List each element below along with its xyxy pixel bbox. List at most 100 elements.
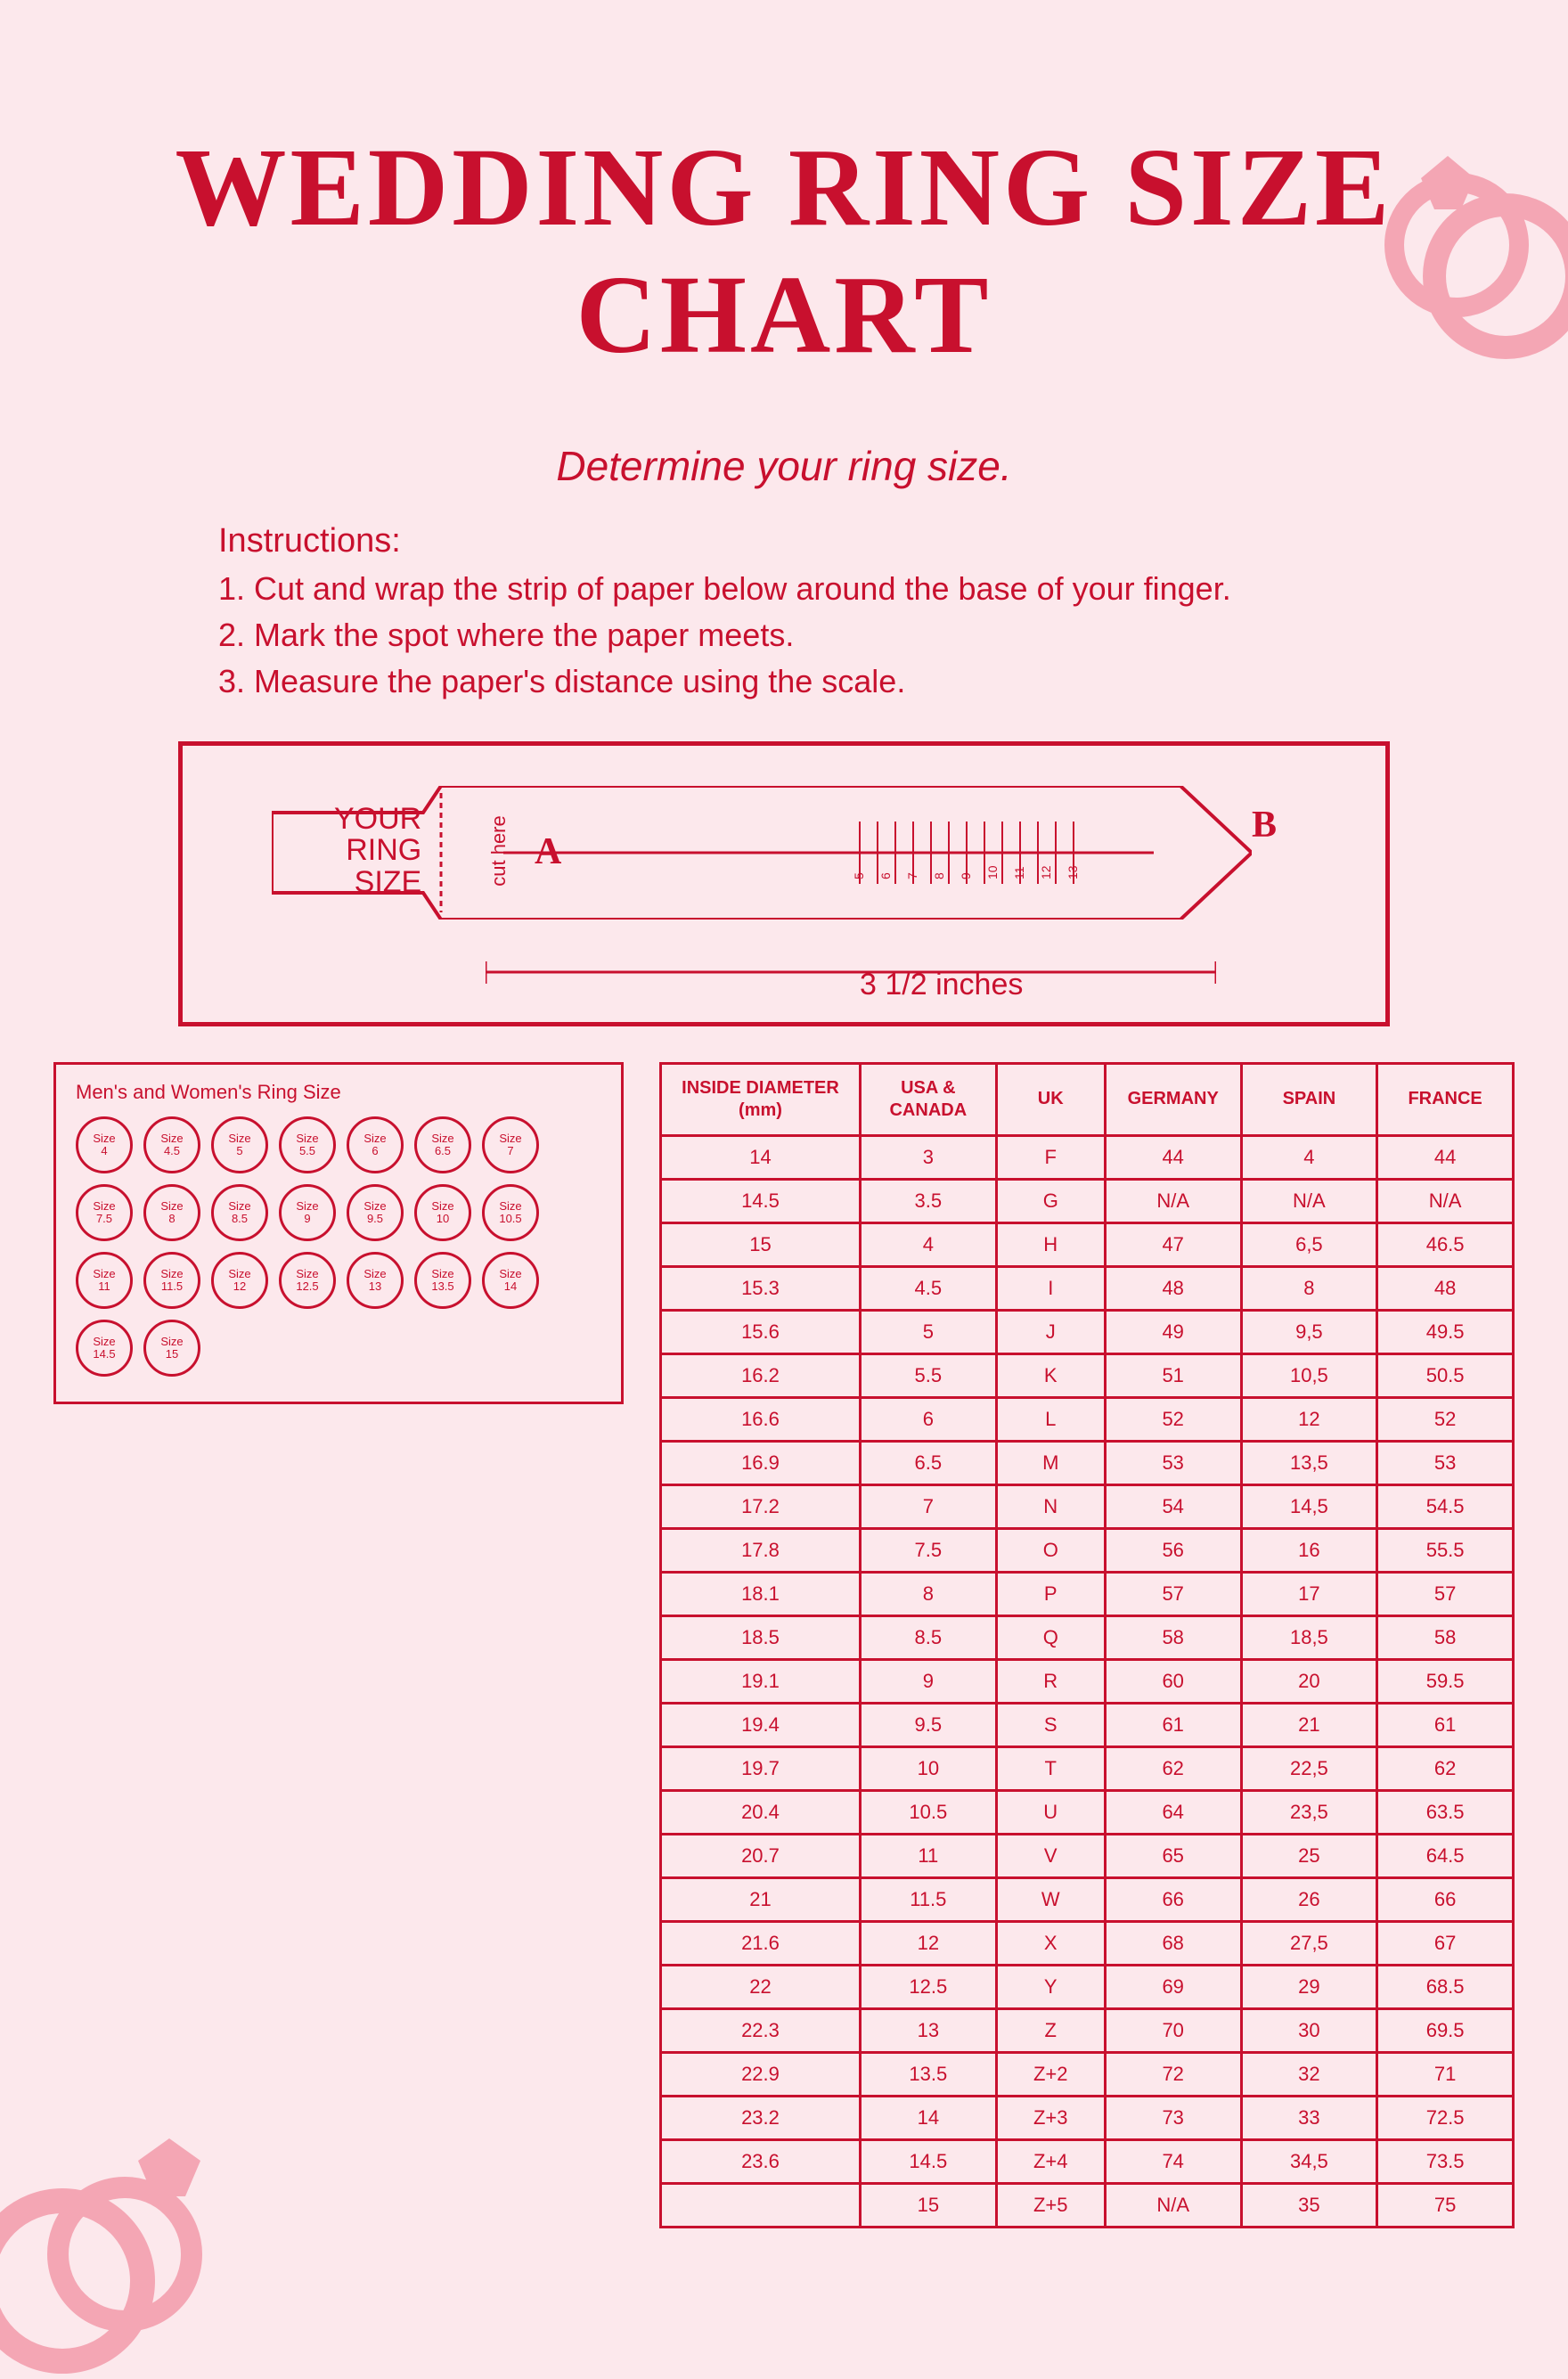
table-cell: 15.6	[661, 1310, 861, 1353]
table-cell: 15.3	[661, 1266, 861, 1310]
table-cell	[661, 2183, 861, 2227]
table-cell: 22	[661, 1965, 861, 2008]
table-cell: 47	[1105, 1222, 1241, 1266]
ruler-your-ring-size-label: YOUR RING SIZE	[334, 804, 421, 899]
ring-size-circle: Size13.5	[414, 1252, 471, 1309]
table-row: 18.58.5Q5818,558	[661, 1615, 1514, 1659]
table-row: 22.313Z703069.5	[661, 2008, 1514, 2052]
table-cell: 16.2	[661, 1353, 861, 1397]
table-cell: 60	[1105, 1659, 1241, 1703]
table-cell: 44	[1377, 1135, 1514, 1179]
ring-size-circle: Size10.5	[482, 1184, 539, 1241]
table-cell: 54.5	[1377, 1484, 1514, 1528]
ring-size-circle: Size12	[211, 1252, 268, 1309]
table-row: 154H476,546.5	[661, 1222, 1514, 1266]
table-cell: N	[996, 1484, 1105, 1528]
ring-size-circle: Size10	[414, 1184, 471, 1241]
table-cell: 14,5	[1241, 1484, 1377, 1528]
table-cell: 57	[1377, 1572, 1514, 1615]
table-cell: X	[996, 1921, 1105, 1965]
table-cell: 17	[1241, 1572, 1377, 1615]
table-cell: 70	[1105, 2008, 1241, 2052]
table-row: 18.18P571757	[661, 1572, 1514, 1615]
table-cell: 22,5	[1241, 1746, 1377, 1790]
ring-size-circle: Size4	[76, 1116, 133, 1173]
table-cell: N/A	[1241, 1179, 1377, 1222]
table-cell: 46.5	[1377, 1222, 1514, 1266]
table-cell: 10.5	[860, 1790, 996, 1834]
table-row: 21.612X6827,567	[661, 1921, 1514, 1965]
table-cell: N/A	[1105, 2183, 1241, 2227]
table-cell: 49	[1105, 1310, 1241, 1353]
table-cell: Z+3	[996, 2096, 1105, 2139]
svg-text:7: 7	[905, 872, 919, 879]
table-cell: 72.5	[1377, 2096, 1514, 2139]
table-cell: 55.5	[1377, 1528, 1514, 1572]
table-cell: 73.5	[1377, 2139, 1514, 2183]
table-cell: 10	[860, 1746, 996, 1790]
table-cell: 21.6	[661, 1921, 861, 1965]
ring-size-circle: Size6.5	[414, 1116, 471, 1173]
scale-bracket	[486, 961, 1216, 988]
table-cell: 11	[860, 1834, 996, 1877]
table-cell: 29	[1241, 1965, 1377, 2008]
table-cell: 20	[1241, 1659, 1377, 1703]
table-cell: 51	[1105, 1353, 1241, 1397]
svg-text:10: 10	[985, 865, 1000, 879]
table-cell: G	[996, 1179, 1105, 1222]
table-cell: 58	[1105, 1615, 1241, 1659]
table-cell: N/A	[1377, 1179, 1514, 1222]
table-cell: 75	[1377, 2183, 1514, 2227]
circles-title: Men's and Women's Ring Size	[76, 1081, 601, 1104]
table-cell: 22.3	[661, 2008, 861, 2052]
table-cell: I	[996, 1266, 1105, 1310]
table-cell: 53	[1377, 1441, 1514, 1484]
table-header: USA &CANADA	[860, 1063, 996, 1135]
table-cell: 20.7	[661, 1834, 861, 1877]
table-cell: 22.9	[661, 2052, 861, 2096]
instruction-line: 1. Cut and wrap the strip of paper below…	[218, 566, 1568, 612]
table-cell: Z	[996, 2008, 1105, 2052]
ring-size-circle: Size14.5	[76, 1320, 133, 1377]
table-cell: 18.5	[661, 1615, 861, 1659]
svg-text:9: 9	[959, 872, 973, 879]
ring-size-circle: Size9	[279, 1184, 336, 1241]
table-cell: Q	[996, 1615, 1105, 1659]
table-cell: 21	[661, 1877, 861, 1921]
table-header: GERMANY	[1105, 1063, 1241, 1135]
table-cell: 74	[1105, 2139, 1241, 2183]
table-cell: V	[996, 1834, 1105, 1877]
scale-length-label: 3 1/2 inches	[860, 968, 1023, 1002]
table-cell: N/A	[1105, 1179, 1241, 1222]
table-cell: 53	[1105, 1441, 1241, 1484]
table-cell: 12	[860, 1921, 996, 1965]
cut-here-label: cut here	[487, 815, 510, 887]
table-cell: 8.5	[860, 1615, 996, 1659]
size-conversion-table: INSIDE DIAMETER(mm)USA &CANADAUKGERMANYS…	[659, 1062, 1515, 2228]
instructions-block: Instructions: 1. Cut and wrap the strip …	[218, 517, 1568, 706]
table-cell: 30	[1241, 2008, 1377, 2052]
table-cell: 14.5	[661, 1179, 861, 1222]
table-cell: F	[996, 1135, 1105, 1179]
table-cell: 11.5	[860, 1877, 996, 1921]
ring-size-circle: Size9.5	[347, 1184, 404, 1241]
table-cell: 58	[1377, 1615, 1514, 1659]
table-cell: 62	[1105, 1746, 1241, 1790]
table-cell: 35	[1241, 2183, 1377, 2227]
table-cell: Y	[996, 1965, 1105, 2008]
table-cell: K	[996, 1353, 1105, 1397]
table-cell: T	[996, 1746, 1105, 1790]
table-cell: 59.5	[1377, 1659, 1514, 1703]
table-cell: 66	[1105, 1877, 1241, 1921]
table-cell: 6.5	[860, 1441, 996, 1484]
table-cell: 9.5	[860, 1703, 996, 1746]
table-cell: 4	[860, 1222, 996, 1266]
table-cell: 6,5	[1241, 1222, 1377, 1266]
table-row: 16.96.5M5313,553	[661, 1441, 1514, 1484]
ring-size-circle: Size7.5	[76, 1184, 133, 1241]
table-cell: 8	[860, 1572, 996, 1615]
table-cell: 26	[1241, 1877, 1377, 1921]
table-cell: Z+4	[996, 2139, 1105, 2183]
ring-size-circle: Size8	[143, 1184, 200, 1241]
table-cell: 12	[1241, 1397, 1377, 1441]
